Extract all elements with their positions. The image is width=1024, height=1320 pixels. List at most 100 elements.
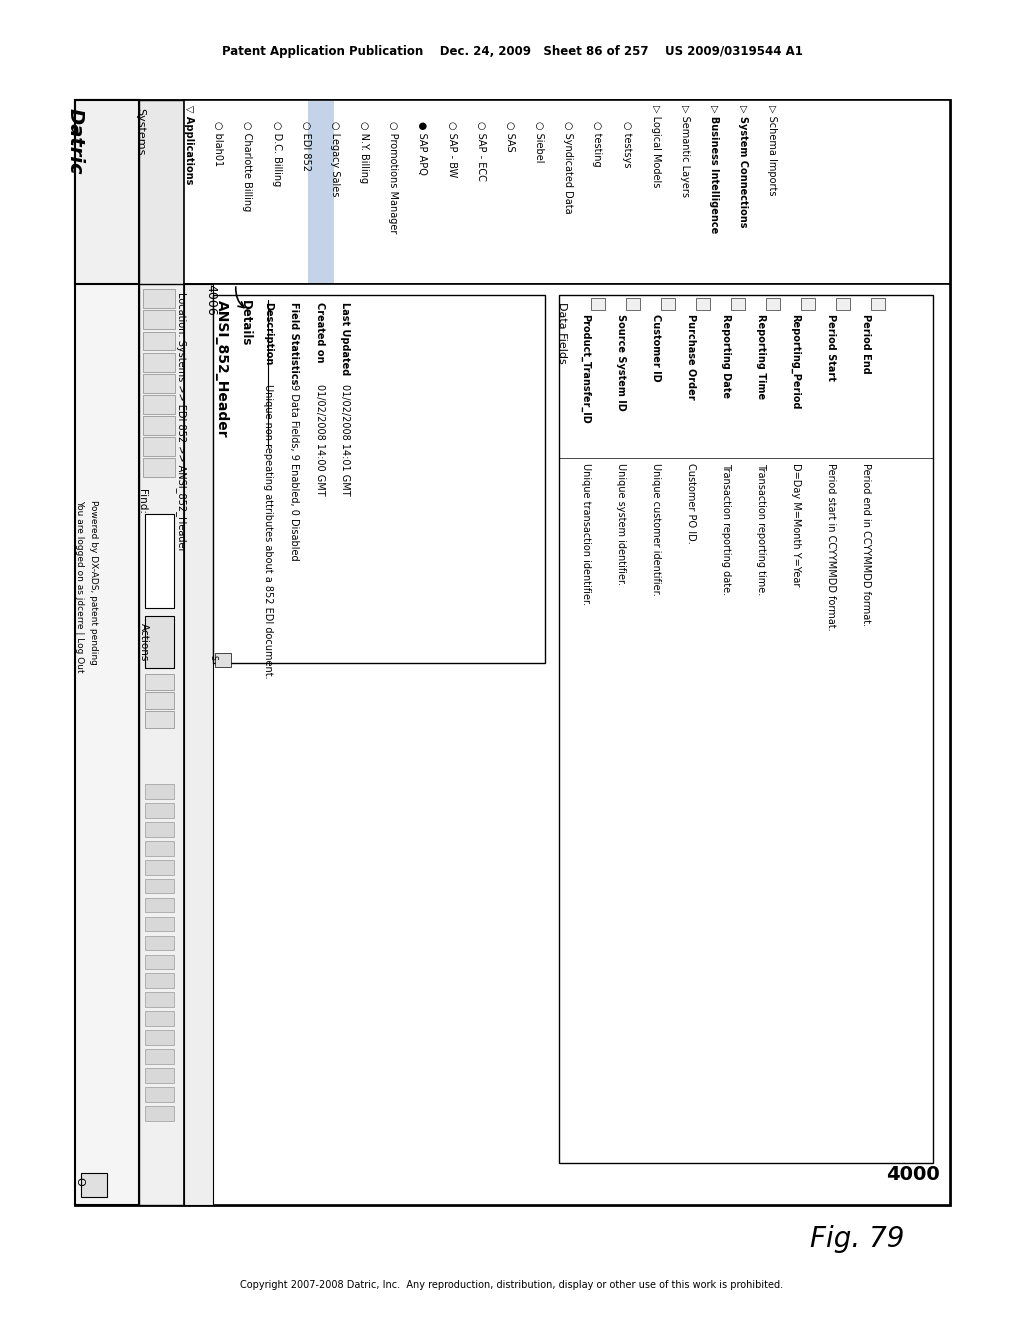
Text: ● SAP APQ: ● SAP APQ	[418, 121, 427, 176]
Text: You are logged on as jdcerre | Log Out: You are logged on as jdcerre | Log Out	[76, 500, 84, 672]
Text: ○ EDI 852: ○ EDI 852	[301, 121, 310, 172]
Bar	[559, 294, 933, 1163]
Bar	[183, 100, 950, 284]
Text: 4006: 4006	[205, 284, 217, 315]
Text: Product_Transfer_ID: Product_Transfer_ID	[581, 314, 591, 424]
Text: ○ N.Y. Billing: ○ N.Y. Billing	[359, 121, 369, 183]
Text: Purchase Order: Purchase Order	[686, 314, 695, 399]
Bar	[183, 284, 950, 1205]
Bar	[145, 673, 174, 690]
Text: ○ SAP - ECC: ○ SAP - ECC	[476, 121, 485, 181]
Bar	[142, 416, 175, 434]
Bar	[81, 1173, 106, 1197]
Text: Customer ID: Customer ID	[650, 314, 660, 381]
Bar	[626, 298, 640, 310]
Bar	[145, 936, 174, 950]
Bar	[308, 102, 334, 282]
Bar	[75, 100, 139, 284]
Text: Transaction reporting date.: Transaction reporting date.	[721, 463, 731, 595]
Bar	[695, 298, 710, 310]
Bar	[145, 513, 174, 609]
Bar	[145, 1031, 174, 1045]
Text: ○ Promotions Manager: ○ Promotions Manager	[388, 121, 398, 234]
Text: Description: Description	[263, 302, 273, 366]
Text: Actions: Actions	[138, 623, 148, 661]
Text: 01/02/2008 14:01 GMT: 01/02/2008 14:01 GMT	[340, 384, 350, 496]
Bar	[139, 100, 183, 284]
Text: Field Statistics: Field Statistics	[289, 302, 299, 384]
Bar	[145, 898, 174, 912]
Text: Last Updated: Last Updated	[340, 302, 350, 375]
Text: O: O	[75, 1176, 84, 1185]
Bar	[75, 100, 139, 1205]
Bar	[801, 298, 815, 310]
Text: Unique system identifier.: Unique system identifier.	[615, 463, 626, 585]
Bar	[731, 298, 744, 310]
Bar	[145, 1049, 174, 1064]
Bar	[145, 879, 174, 894]
Text: ▽ Applications: ▽ Applications	[184, 106, 194, 185]
Text: S: S	[208, 655, 217, 660]
Bar	[145, 822, 174, 837]
Text: ▷ Logical Models: ▷ Logical Models	[650, 106, 660, 187]
Bar	[139, 100, 183, 1205]
Text: ○ testing: ○ testing	[592, 121, 602, 166]
Text: ○ testsys: ○ testsys	[622, 121, 632, 168]
Bar	[142, 395, 175, 413]
Text: Created on: Created on	[314, 302, 325, 363]
Text: ○ D.C. Billing: ○ D.C. Billing	[271, 121, 282, 186]
Bar	[145, 859, 174, 875]
Text: 9 Data Fields, 9 Enabled, 0 Disabled: 9 Data Fields, 9 Enabled, 0 Disabled	[289, 384, 299, 561]
Bar	[145, 973, 174, 989]
Text: Unique non repeating attributes about a 852 EDI document.: Unique non repeating attributes about a …	[263, 384, 273, 678]
Bar	[145, 1011, 174, 1026]
Text: Reporting Date: Reporting Date	[721, 314, 731, 397]
Bar	[145, 841, 174, 855]
Text: ANSI_852_Header: ANSI_852_Header	[215, 300, 229, 437]
Bar	[142, 352, 175, 371]
Text: ○ Siebel: ○ Siebel	[534, 121, 544, 162]
Bar	[142, 289, 175, 309]
Text: ○ Legacy Sales: ○ Legacy Sales	[330, 121, 340, 197]
Text: ▷ Semantic Layers: ▷ Semantic Layers	[680, 106, 690, 197]
Bar	[142, 331, 175, 351]
Text: D=Day M=Month Y=Year: D=Day M=Month Y=Year	[791, 463, 801, 586]
Text: Customer PO ID.: Customer PO ID.	[686, 463, 695, 544]
Bar	[145, 916, 174, 932]
Text: Unique transaction identifier.: Unique transaction identifier.	[581, 463, 591, 605]
Text: Find:: Find:	[137, 490, 147, 515]
Bar	[145, 803, 174, 817]
Bar	[145, 954, 174, 969]
Bar	[145, 993, 174, 1007]
Text: ○ blah01: ○ blah01	[213, 121, 223, 166]
Text: Period End: Period End	[860, 314, 870, 374]
Text: Details: Details	[240, 300, 252, 346]
Bar	[142, 374, 175, 392]
Bar	[142, 458, 175, 477]
Text: ○ Syndicated Data: ○ Syndicated Data	[563, 121, 573, 214]
Text: Period Start: Period Start	[825, 314, 836, 380]
Bar	[142, 437, 175, 455]
Text: Reporting Time: Reporting Time	[756, 314, 766, 399]
Bar	[145, 615, 174, 668]
Text: ▷ Business Intelligence: ▷ Business Intelligence	[709, 106, 719, 234]
Text: Transaction reporting time.: Transaction reporting time.	[756, 463, 766, 595]
Text: 01/02/2008 14:00 GMT: 01/02/2008 14:00 GMT	[314, 384, 325, 496]
Text: ▷ System Connections: ▷ System Connections	[738, 106, 749, 228]
Text: Copyright 2007-2008 Datric, Inc.  Any reproduction, distribution, display or oth: Copyright 2007-2008 Datric, Inc. Any rep…	[241, 1280, 783, 1290]
Bar	[75, 100, 950, 1205]
Bar	[142, 310, 175, 330]
Bar	[213, 294, 545, 663]
Text: Source System ID: Source System ID	[615, 314, 626, 411]
Bar	[145, 1068, 174, 1082]
Text: Reporting_Period: Reporting_Period	[791, 314, 801, 409]
Text: Systems: Systems	[135, 108, 145, 156]
Text: Fig. 79: Fig. 79	[810, 1225, 904, 1253]
Bar	[145, 1106, 174, 1121]
Bar	[870, 298, 885, 310]
Text: Unique customer identifier.: Unique customer identifier.	[650, 463, 660, 595]
Bar	[766, 298, 779, 310]
Text: Powered by DX-ADS, patent pending: Powered by DX-ADS, patent pending	[89, 500, 98, 665]
Bar	[145, 693, 174, 709]
Bar	[836, 298, 850, 310]
